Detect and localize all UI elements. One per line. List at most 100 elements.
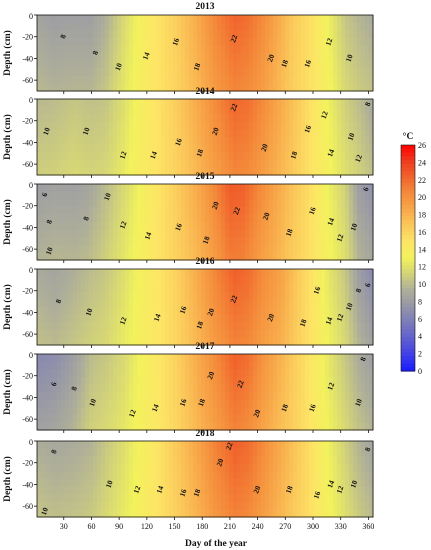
panel-title: 2016 <box>196 257 215 267</box>
heatmap-cell <box>273 129 278 138</box>
heatmap-cell <box>325 106 330 115</box>
heatmap-cell <box>257 337 262 346</box>
heatmap-cell <box>233 60 238 69</box>
heatmap-cell <box>37 307 42 316</box>
heatmap-cell <box>45 494 50 503</box>
heatmap-cell <box>57 414 62 423</box>
heatmap-cell <box>285 206 290 215</box>
heatmap-cell <box>145 369 150 378</box>
heatmap-cell <box>229 22 234 31</box>
heatmap-cell <box>361 30 366 39</box>
heatmap-cell <box>89 15 94 24</box>
heatmap-cell <box>297 252 302 261</box>
heatmap-cell <box>181 60 186 69</box>
heatmap-cell <box>281 284 286 293</box>
heatmap-cell <box>165 99 170 108</box>
heatmap-cell <box>245 144 250 153</box>
heatmap-cell <box>313 191 318 200</box>
heatmap-cell <box>281 369 286 378</box>
heatmap-cell <box>89 167 94 176</box>
heatmap-cell <box>257 407 262 416</box>
heatmap-cell <box>117 99 122 108</box>
heatmap-cell <box>197 291 202 300</box>
heatmap-cell <box>189 152 194 161</box>
heatmap-cell <box>85 509 90 518</box>
heatmap-cell <box>169 214 174 223</box>
heatmap-cell <box>65 314 70 323</box>
heatmap-cell <box>137 191 142 200</box>
heatmap-cell <box>81 53 86 62</box>
heatmap-cell <box>81 354 86 363</box>
heatmap-cell <box>241 299 246 308</box>
heatmap-cell <box>61 75 66 84</box>
heatmap-cell <box>93 269 98 278</box>
heatmap-cell <box>57 422 62 431</box>
heatmap-cell <box>37 314 42 323</box>
heatmap-cell <box>137 501 142 510</box>
heatmap-cell <box>181 448 186 457</box>
heatmap-cell <box>97 45 102 54</box>
heatmap-cell <box>285 299 290 308</box>
heatmap-cell <box>41 184 46 193</box>
heatmap-cell <box>97 448 102 457</box>
heatmap-cell <box>129 199 134 208</box>
heatmap-cell <box>225 399 230 408</box>
heatmap-cell <box>133 159 138 168</box>
heatmap-cell <box>281 299 286 308</box>
heatmap-cell <box>285 106 290 115</box>
heatmap-cell <box>365 37 370 46</box>
heatmap-cell <box>305 314 310 323</box>
heatmap-cell <box>309 369 314 378</box>
heatmap-cell <box>129 441 134 450</box>
heatmap-cell <box>237 114 242 123</box>
heatmap-cell <box>285 159 290 168</box>
heatmap-cell <box>281 229 286 238</box>
heatmap-cell <box>145 15 150 24</box>
heatmap-cell <box>73 206 78 215</box>
heatmap-cell <box>269 121 274 130</box>
heatmap-cell <box>369 121 374 130</box>
heatmap-cell <box>189 75 194 84</box>
heatmap-cell <box>165 307 170 316</box>
heatmap-cell <box>89 501 94 510</box>
heatmap-cell <box>173 509 178 518</box>
heatmap-cell <box>49 376 54 385</box>
heatmap-cell <box>313 284 318 293</box>
heatmap-cell <box>121 22 126 31</box>
heatmap-cell <box>69 199 74 208</box>
heatmap-cell <box>177 184 182 193</box>
y-tick-label: 0 <box>29 351 33 360</box>
heatmap-cell <box>281 129 286 138</box>
heatmap-cell <box>233 114 238 123</box>
heatmap-cell <box>257 376 262 385</box>
heatmap-cell <box>205 441 210 450</box>
heatmap-cell <box>253 441 258 450</box>
isotherm-label: 8 <box>81 215 91 222</box>
isotherm-label: 14 <box>141 51 152 61</box>
heatmap-cell <box>169 244 174 253</box>
heatmap-cell <box>69 369 74 378</box>
heatmap-cell <box>285 307 290 316</box>
y-axis-label: Depth (cm) <box>2 369 13 415</box>
heatmap-cell <box>205 384 210 393</box>
heatmap-cell <box>129 276 134 285</box>
isotherm-label: 8 <box>358 356 368 363</box>
heatmap-cell <box>185 276 190 285</box>
heatmap-cell <box>85 244 90 253</box>
heatmap-cell <box>89 369 94 378</box>
heatmap-cell <box>69 479 74 488</box>
heatmap-cell <box>209 407 214 416</box>
heatmap-cell <box>193 337 198 346</box>
heatmap-cell <box>101 99 106 108</box>
heatmap-cell <box>197 376 202 385</box>
heatmap-cell <box>365 45 370 54</box>
heatmap-cell <box>253 479 258 488</box>
heatmap-cell <box>109 99 114 108</box>
heatmap-cell <box>317 307 322 316</box>
heatmap-cell <box>117 456 122 465</box>
heatmap-cell <box>189 83 194 92</box>
heatmap-cell <box>157 229 162 238</box>
heatmap-cell <box>81 68 86 77</box>
heatmap-cell <box>181 99 186 108</box>
heatmap-cell <box>113 307 118 316</box>
